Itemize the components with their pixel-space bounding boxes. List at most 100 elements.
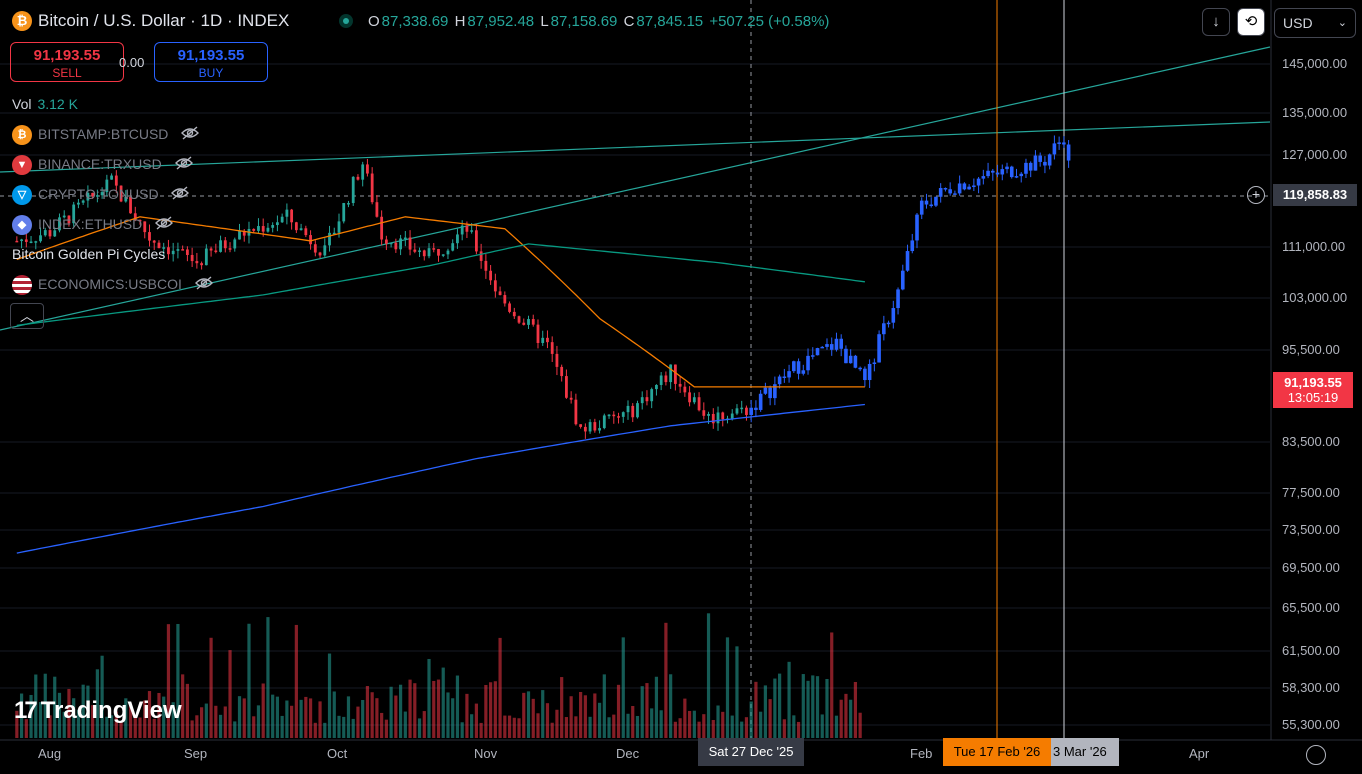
volume-bar: [370, 692, 374, 738]
candle-body: [503, 295, 507, 304]
volume-bar: [356, 706, 360, 738]
eye-hidden-icon[interactable]: [194, 275, 214, 295]
eye-hidden-icon[interactable]: [170, 185, 190, 205]
candle-body: [692, 397, 696, 403]
volume-bar: [214, 705, 218, 738]
volume-bar: [247, 623, 251, 738]
candle-body: [422, 250, 426, 257]
candle-body: [796, 361, 801, 374]
volume-bar: [138, 717, 142, 738]
volume-bar: [754, 681, 758, 738]
volume-bar: [91, 705, 95, 738]
volume-bar: [413, 683, 417, 738]
volume-bar: [631, 705, 635, 738]
volume-bar: [109, 715, 114, 738]
candle-body: [223, 240, 227, 249]
indicator-ethusd[interactable]: ◆ INDEX:ETHUSD: [12, 214, 174, 236]
candle-body: [711, 413, 715, 424]
volume-legend[interactable]: Vol 3.12 K: [12, 96, 78, 112]
volume-bar: [105, 716, 109, 738]
volume-bar: [725, 637, 730, 738]
candle-body: [86, 192, 90, 201]
candle-body: [418, 250, 421, 252]
candle-body: [934, 196, 938, 206]
candle-body: [143, 221, 147, 233]
volume-bar: [782, 719, 786, 738]
candle-body: [583, 426, 587, 432]
candle-body: [489, 270, 493, 281]
candle-body: [948, 189, 952, 194]
symbol-title[interactable]: Bitcoin / U.S. Dollar · 1D · INDEX: [38, 11, 290, 30]
indicator-trxusd[interactable]: ▼ BINANCE:TRXUSD: [12, 154, 194, 176]
candle-body: [34, 241, 38, 243]
candle-body: [531, 319, 535, 325]
volume-bar: [830, 632, 834, 738]
volume-bar: [62, 711, 66, 738]
volume-bar: [337, 715, 341, 738]
candle-body: [1057, 142, 1061, 144]
volume-bar: [839, 699, 843, 738]
eye-hidden-icon[interactable]: [154, 215, 174, 235]
volume-bar: [526, 691, 531, 738]
volume-bar: [749, 701, 753, 738]
volume-bar: [252, 716, 256, 738]
candle-body: [995, 172, 1000, 175]
eye-hidden-icon[interactable]: [180, 125, 200, 145]
candle-body: [777, 376, 782, 385]
volume-bar: [209, 637, 213, 738]
volume-bar: [721, 711, 725, 738]
volume-bar: [664, 622, 668, 738]
candle-body: [565, 376, 568, 398]
eye-hidden-icon[interactable]: [174, 155, 194, 175]
volume-bar: [308, 698, 313, 738]
volume-bar: [763, 685, 767, 738]
indicator-btcusd[interactable]: ₿ BITSTAMP:BTCUSD: [12, 124, 200, 146]
candle-body: [915, 214, 919, 241]
candle-body: [957, 183, 962, 194]
add-alert-button[interactable]: +: [1247, 186, 1265, 204]
volume-bar: [114, 711, 118, 738]
buy-button[interactable]: 91,193.55 BUY: [154, 42, 268, 82]
tradingview-logo: 17 TradingView: [14, 697, 182, 724]
candle-body: [924, 200, 929, 205]
candle-body: [546, 337, 549, 343]
candle-body: [209, 248, 213, 251]
candle-body: [366, 164, 369, 174]
white-line-date-label: 3 Mar '26: [1051, 738, 1119, 766]
moving-average-green: [16, 243, 865, 327]
volume-bar: [15, 710, 19, 738]
indicator-usbcoi[interactable]: ECONOMICS:USBCOI: [12, 274, 214, 296]
currency-select[interactable]: USD ⌄: [1274, 8, 1356, 38]
volume-bar: [517, 718, 521, 738]
volume-bar: [318, 701, 322, 738]
candle-body: [655, 384, 658, 390]
volume-bar: [152, 718, 156, 738]
indicator-golden-pi-cycles[interactable]: Bitcoin Golden Pi Cycles: [12, 246, 166, 262]
y-axis-tick-label: 61,500.00: [1282, 643, 1340, 658]
volume-bar: [744, 717, 749, 738]
auto-scale-button[interactable]: ⟲: [1237, 8, 1265, 36]
volume-bar: [597, 702, 602, 738]
candle-body: [919, 200, 924, 215]
collapse-legend-button[interactable]: ︿: [10, 303, 44, 329]
y-axis-tick-label: 58,300.00: [1282, 680, 1340, 695]
settings-gear-icon[interactable]: [1306, 745, 1326, 765]
volume-bar: [806, 680, 810, 738]
volume-bar: [237, 696, 242, 738]
volume-bar: [403, 711, 407, 738]
sell-button[interactable]: 91,193.55 SELL: [10, 42, 124, 82]
candle-body: [972, 185, 976, 188]
candle-body: [953, 193, 957, 195]
candle-body: [659, 375, 663, 385]
orange-line-date-label: Tue 17 Feb '26: [943, 738, 1051, 766]
candle-body: [758, 393, 763, 410]
indicator-tonusd[interactable]: ▽ CRYPTO:TONUSD: [12, 184, 190, 206]
volume-bar: [181, 674, 185, 738]
candle-body: [441, 254, 445, 256]
volume-bar: [171, 702, 175, 738]
volume-bar: [616, 684, 621, 738]
us-flag-icon: [12, 275, 32, 296]
candle-body: [15, 240, 19, 243]
download-button[interactable]: ↓: [1202, 8, 1230, 36]
